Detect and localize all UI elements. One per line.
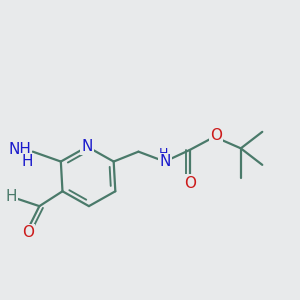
Text: H: H [158, 147, 168, 160]
Text: O: O [184, 176, 196, 190]
Text: H: H [21, 154, 33, 169]
Text: O: O [22, 225, 34, 240]
Text: N: N [159, 154, 170, 169]
Text: O: O [210, 128, 222, 142]
Text: N: N [82, 139, 93, 154]
Text: H: H [5, 189, 17, 204]
Text: NH: NH [8, 142, 31, 158]
